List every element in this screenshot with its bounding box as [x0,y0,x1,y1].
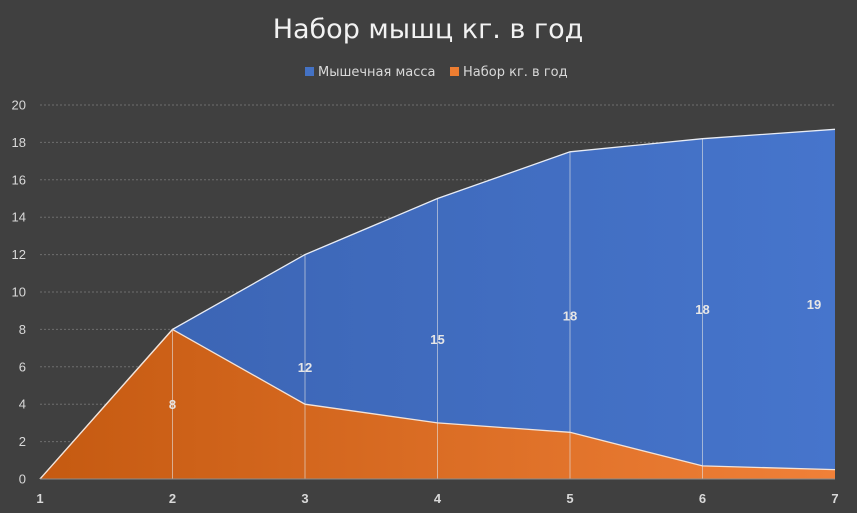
x-tick-label: 7 [831,491,838,506]
x-axis: 1 2 3 4 5 6 7 [36,478,839,506]
data-label-muscle-mass: 12 [298,360,312,375]
data-label-muscle-mass: 18 [563,308,577,323]
y-tick-label: 14 [12,210,26,225]
y-tick-label: 10 [12,285,26,300]
y-tick-label: 20 [12,98,26,113]
x-tick-label: 4 [434,491,442,506]
y-tick-label: 4 [19,397,26,412]
series-outlines [39,128,836,480]
y-tick-label: 2 [19,434,26,449]
drop-lines [172,138,703,479]
area-yearly-gain [40,329,835,479]
y-tick-label: 8 [19,322,26,337]
legend: Мышечная масса Набор кг. в год [305,65,568,80]
y-axis: 0 2 4 6 8 10 12 14 16 18 20 [12,98,26,487]
data-labels: 12 15 18 18 19 8 [169,297,821,412]
chart-title: Набор мышц кг. в год [273,14,584,45]
legend-swatch-muscle-mass [305,67,314,76]
data-label-muscle-mass: 18 [695,302,709,317]
y-tick-label: 0 [19,472,26,487]
legend-swatch-yearly-gain [450,67,459,76]
data-label-muscle-mass: 15 [430,332,444,347]
x-tick-label: 2 [169,491,176,506]
legend-label-yearly-gain: Набор кг. в год [463,65,568,80]
x-tick-label: 6 [699,491,706,506]
x-tick-label: 1 [36,491,43,506]
y-tick-label: 16 [12,172,26,187]
x-tick-label: 5 [566,491,573,506]
x-tick-label: 3 [301,491,308,506]
data-label-yearly-gain: 8 [169,397,176,412]
y-tick-label: 6 [19,359,26,374]
legend-label-muscle-mass: Мышечная масса [318,65,436,80]
y-tick-label: 18 [12,135,26,150]
y-tick-label: 12 [12,247,26,262]
data-label-muscle-mass: 19 [807,297,821,312]
line-yearly-gain [39,328,836,480]
